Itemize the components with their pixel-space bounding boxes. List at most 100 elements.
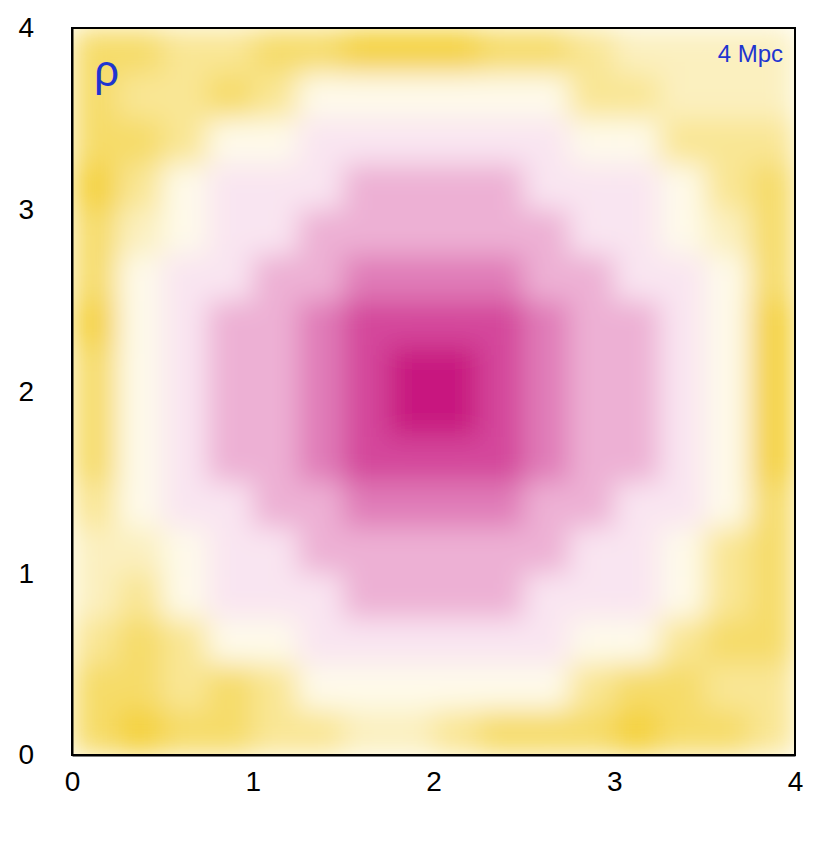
heat-cell: [434, 528, 480, 574]
heat-cell: [117, 437, 163, 483]
heat-cell: [434, 392, 480, 438]
heat-cell: [659, 28, 705, 74]
heat-cell: [614, 437, 660, 483]
heat-cell: [750, 164, 795, 210]
heat-cell: [162, 255, 208, 301]
heat-cell: [569, 619, 615, 665]
heat-cell: [479, 164, 525, 210]
heat-cell: [208, 255, 254, 301]
heat-cell: [72, 392, 118, 438]
y-tick: 3: [18, 194, 72, 225]
heat-cell: [162, 710, 208, 755]
heat-cell: [253, 392, 299, 438]
heat-cell: [659, 255, 705, 301]
heat-cell: [614, 164, 660, 210]
heat-cell: [343, 73, 389, 119]
heat-cell: [614, 710, 660, 755]
heat-cell: [162, 482, 208, 528]
heat-cell: [162, 392, 208, 438]
heat-cell: [117, 619, 163, 665]
heat-cell: [298, 119, 344, 165]
heat-cell: [705, 619, 751, 665]
x-tick: 2: [426, 755, 442, 797]
heat-cell: [614, 619, 660, 665]
heat-cell: [388, 619, 434, 665]
heat-cell: [524, 73, 570, 119]
heat-cell: [72, 619, 118, 665]
heat-cell: [162, 164, 208, 210]
heat-cell: [750, 73, 795, 119]
heat-cell: [524, 28, 570, 74]
heat-cell: [614, 255, 660, 301]
heat-cell: [659, 528, 705, 574]
heat-cell: [434, 73, 480, 119]
heat-cell: [117, 301, 163, 347]
density-field: [72, 28, 795, 755]
annotation: ρ: [94, 46, 119, 95]
x-tick-label: 4: [788, 766, 804, 797]
heat-cell: [72, 482, 118, 528]
heat-cell: [434, 346, 480, 392]
heat-cell: [117, 573, 163, 619]
heat-cell: [117, 119, 163, 165]
heat-cell: [162, 210, 208, 256]
y-tick: 0: [18, 739, 72, 770]
heat-cell: [750, 255, 795, 301]
heat-cell: [705, 664, 751, 710]
heat-cell: [569, 482, 615, 528]
heat-cell: [117, 255, 163, 301]
heat-cell: [569, 664, 615, 710]
heat-cell: [659, 210, 705, 256]
heat-cell: [750, 210, 795, 256]
heat-cell: [750, 664, 795, 710]
heat-cell: [614, 28, 660, 74]
heat-cell: [343, 619, 389, 665]
heat-cell: [750, 619, 795, 665]
chart: 0123401234ρ4 Mpc: [0, 0, 813, 848]
heat-cell: [659, 710, 705, 755]
heat-cell: [117, 482, 163, 528]
heat-cell: [208, 710, 254, 755]
heat-cell: [117, 164, 163, 210]
heat-cell: [208, 119, 254, 165]
heat-cell: [298, 346, 344, 392]
heat-cell: [750, 301, 795, 347]
heat-cell: [479, 482, 525, 528]
heat-cell: [659, 392, 705, 438]
heat-cell: [162, 346, 208, 392]
heat-cell: [750, 392, 795, 438]
heat-cell: [524, 573, 570, 619]
heat-cell: [750, 710, 795, 755]
heat-cell: [298, 28, 344, 74]
y-tick: 1: [18, 558, 72, 589]
heat-cell: [388, 710, 434, 755]
heat-cell: [434, 164, 480, 210]
heat-cell: [162, 28, 208, 74]
heat-cell: [117, 210, 163, 256]
heat-cell: [479, 119, 525, 165]
heat-cell: [569, 710, 615, 755]
heat-cell: [253, 210, 299, 256]
heat-cell: [162, 437, 208, 483]
heat-cell: [614, 119, 660, 165]
heat-cell: [479, 255, 525, 301]
heat-cell: [388, 346, 434, 392]
heat-cell: [388, 255, 434, 301]
heat-cell: [659, 119, 705, 165]
heat-cell: [298, 255, 344, 301]
heat-cell: [569, 119, 615, 165]
heat-cell: [614, 528, 660, 574]
heat-cell: [569, 255, 615, 301]
heat-cell: [253, 573, 299, 619]
heat-cell: [524, 255, 570, 301]
heat-cell: [298, 210, 344, 256]
heat-cell: [388, 482, 434, 528]
heat-cell: [72, 528, 118, 574]
y-axis: 01234: [18, 12, 72, 770]
heat-cell: [343, 346, 389, 392]
heat-cell: [253, 619, 299, 665]
x-tick-label: 0: [65, 766, 81, 797]
heat-cell: [298, 710, 344, 755]
x-tick-label: 3: [607, 766, 623, 797]
heat-cell: [117, 664, 163, 710]
